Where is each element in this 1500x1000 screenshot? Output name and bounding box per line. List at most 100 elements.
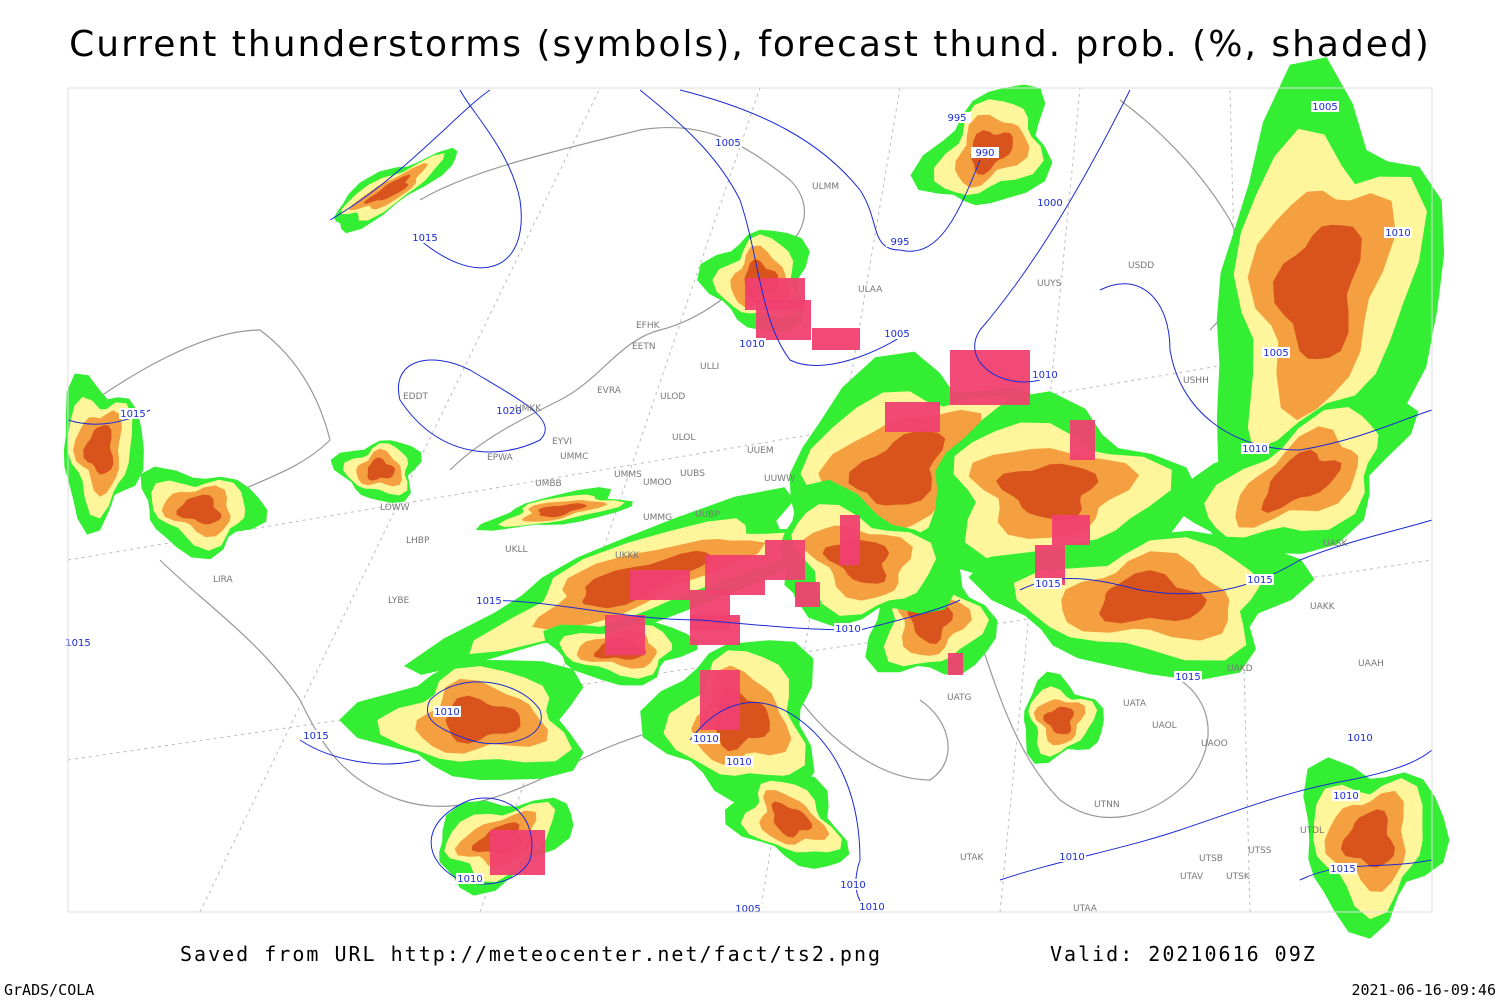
isobar-label: 1015 <box>120 409 145 420</box>
thunderstorm-symbol <box>948 653 963 675</box>
isobar-label-bg <box>433 706 461 717</box>
probability-area <box>1340 809 1395 868</box>
isobar-label-bg <box>883 328 911 339</box>
isobar <box>430 797 533 885</box>
station-label: UASK <box>1323 539 1348 549</box>
isobar-label-bg <box>475 595 503 606</box>
isobar-label-bg <box>1036 197 1064 208</box>
isobar-label-bg <box>714 137 742 148</box>
station-label: ULAA <box>858 285 883 295</box>
isobar-label: 1015 <box>1247 575 1272 586</box>
station-label: LYBE <box>388 596 409 606</box>
station-label: LHBP <box>406 536 430 546</box>
isobar-label: 1015 <box>1330 864 1355 875</box>
thunderstorm-symbol <box>795 582 820 607</box>
probability-area <box>1099 570 1207 624</box>
station-label: UAOO <box>1201 739 1228 749</box>
isobar <box>1299 859 1433 881</box>
station-label: UTDL <box>1300 826 1324 836</box>
coastline <box>159 559 761 807</box>
isobar-label: 1010 <box>859 902 884 913</box>
isobar <box>398 359 546 453</box>
probability-area <box>363 174 411 204</box>
station-label: USHH <box>1183 376 1209 386</box>
thunderstorm-symbol <box>705 555 765 595</box>
isobar-label-bg <box>734 903 762 914</box>
probability-area <box>176 494 222 525</box>
isobar-label: 1005 <box>1312 102 1337 113</box>
isobar-label: 1005 <box>715 138 740 149</box>
isobar-label: 1010 <box>1059 852 1084 863</box>
isobar-label: 1010 <box>1347 733 1372 744</box>
coastline <box>67 329 331 501</box>
isobar-label: 1010 <box>739 339 764 350</box>
isobar <box>427 681 542 745</box>
probability-area <box>995 463 1099 521</box>
station-label: UMKK <box>515 404 542 414</box>
isobar-label: 1020 <box>496 406 521 417</box>
isobar-label-bg <box>858 901 886 912</box>
isobar-label-bg <box>1332 790 1360 801</box>
isobar-label-bg <box>64 637 92 648</box>
isobar-label: 990 <box>975 148 994 159</box>
station-label: UTSB <box>1199 854 1223 864</box>
station-label: UATA <box>1123 699 1147 709</box>
isobar-label-bg <box>1329 863 1357 874</box>
software-credit: GrADS/COLA <box>4 981 94 999</box>
isobar <box>974 89 1131 383</box>
isobar-label-bg <box>971 147 999 158</box>
thunderstorm-symbol <box>950 350 1030 405</box>
isobar-label-bg <box>1241 443 1269 454</box>
isobar <box>1099 283 1433 451</box>
station-label: EYVI <box>552 437 572 447</box>
thunderstorm-symbol <box>490 830 545 875</box>
isobar-label-bg <box>839 879 867 890</box>
isobar-label: 1010 <box>840 880 865 891</box>
station-label: UAKD <box>1227 664 1253 674</box>
isobar-label: 1015 <box>1175 672 1200 683</box>
thunderstorm-symbols <box>490 278 1095 875</box>
station-label: UUEM <box>747 446 774 456</box>
isobar-label: 1010 <box>835 624 860 635</box>
isobar-label: 1015 <box>476 596 501 607</box>
station-label: UTAA <box>1073 904 1098 914</box>
station-label: UTSK <box>1226 872 1251 882</box>
thunderstorm-symbol <box>885 402 940 432</box>
timestamp: 2021-06-16-09:46 <box>1352 981 1497 999</box>
station-label: UAKK <box>1310 602 1336 612</box>
map-title: Current thunderstorms (symbols), forecas… <box>69 24 1431 65</box>
station-label: UMMC <box>560 452 588 462</box>
station-label: LOWW <box>380 503 410 513</box>
isobar-label: 995 <box>947 113 966 124</box>
isobar-label-bg <box>1058 851 1086 862</box>
station-label: ULMM <box>812 182 839 192</box>
isobar-label-bg <box>725 756 753 767</box>
probability-area <box>848 431 946 506</box>
source-url: Saved from URL http://meteocenter.net/fa… <box>180 942 882 966</box>
probability-area <box>538 503 587 518</box>
isobar-label-bg <box>943 112 971 123</box>
isobar-label: 1010 <box>434 707 459 718</box>
station-label: UTSS <box>1248 846 1272 856</box>
station-label: UATG <box>947 693 972 703</box>
station-label: UMMS <box>614 470 642 480</box>
isobar <box>299 739 421 765</box>
isobar-label: 1015 <box>65 638 90 649</box>
isobar-label-bg <box>1384 227 1412 238</box>
isobar-label-bg <box>834 623 862 634</box>
probability-area <box>771 801 813 838</box>
map-frame <box>67 87 1433 913</box>
isobar-label-bg <box>1174 671 1202 682</box>
station-label: UUBS <box>680 469 705 479</box>
isobar-label-bg <box>1031 369 1059 380</box>
thunderstorm-symbol <box>700 670 740 730</box>
station-label: UAOL <box>1152 721 1177 731</box>
isobar <box>479 599 961 631</box>
station-label: ULOL <box>672 433 695 443</box>
isobar-label-bg <box>1311 101 1339 112</box>
thunderstorm-symbol <box>812 328 860 350</box>
station-label: UAAH <box>1358 659 1384 669</box>
station-label: UTAV <box>1180 872 1204 882</box>
isobar-label-bg <box>738 338 766 349</box>
